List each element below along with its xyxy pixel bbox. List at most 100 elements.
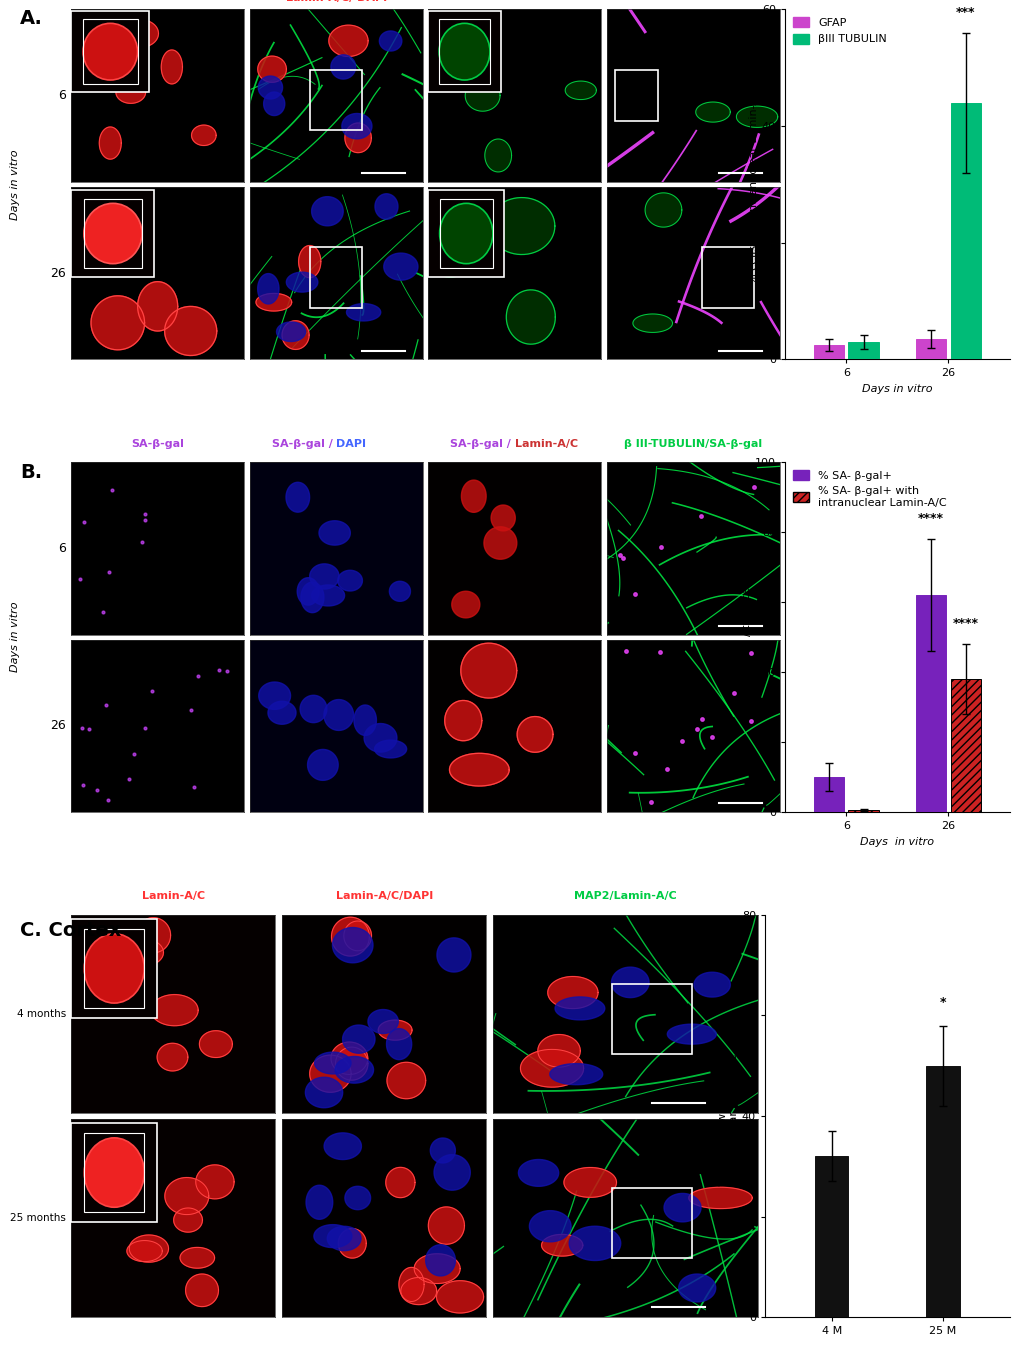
Polygon shape — [161, 50, 182, 84]
Polygon shape — [441, 42, 471, 72]
Polygon shape — [312, 197, 343, 226]
Polygon shape — [678, 1274, 715, 1302]
Bar — [701, 247, 753, 308]
Bar — [848, 811, 878, 812]
Polygon shape — [331, 917, 369, 957]
Polygon shape — [256, 293, 291, 311]
Polygon shape — [310, 1055, 351, 1092]
Bar — [84, 199, 142, 267]
Polygon shape — [99, 127, 121, 159]
Polygon shape — [564, 1167, 615, 1197]
Bar — [428, 11, 500, 92]
Polygon shape — [484, 139, 512, 172]
Text: MAP2/Lamin-A/C: MAP2/Lamin-A/C — [574, 892, 677, 901]
Polygon shape — [379, 31, 401, 51]
Polygon shape — [337, 570, 362, 590]
Bar — [950, 680, 980, 812]
Polygon shape — [461, 480, 486, 512]
Text: Days in vitro: Days in vitro — [10, 149, 20, 220]
Bar — [439, 199, 492, 267]
Polygon shape — [285, 482, 310, 512]
Polygon shape — [330, 55, 356, 80]
Bar — [85, 928, 144, 1008]
Polygon shape — [518, 1159, 558, 1186]
Text: Days in vitro: Days in vitro — [10, 601, 20, 673]
Polygon shape — [633, 313, 672, 332]
Polygon shape — [258, 273, 279, 304]
Polygon shape — [547, 977, 597, 1009]
Text: SA-β-gal: SA-β-gal — [131, 439, 184, 449]
Text: Lamin-A/C: Lamin-A/C — [142, 892, 205, 901]
Bar — [438, 19, 489, 84]
Polygon shape — [541, 1235, 582, 1256]
Polygon shape — [173, 1208, 202, 1232]
Polygon shape — [383, 253, 418, 280]
Polygon shape — [331, 1042, 368, 1074]
Polygon shape — [312, 585, 344, 607]
Polygon shape — [286, 272, 318, 292]
Bar — [428, 190, 503, 277]
Bar — [813, 345, 844, 359]
Ellipse shape — [84, 204, 142, 263]
Polygon shape — [324, 700, 354, 731]
Polygon shape — [91, 296, 145, 350]
Bar — [310, 247, 362, 308]
Text: *: * — [938, 997, 946, 1009]
Polygon shape — [354, 705, 376, 735]
Polygon shape — [483, 527, 517, 559]
Polygon shape — [688, 1188, 751, 1209]
Polygon shape — [258, 76, 282, 99]
Polygon shape — [461, 643, 517, 698]
Text: ****: **** — [917, 512, 944, 526]
X-axis label: Days  in vitro: Days in vitro — [860, 836, 933, 847]
Polygon shape — [180, 1247, 214, 1269]
Polygon shape — [342, 1025, 375, 1054]
Bar — [614, 70, 658, 122]
Polygon shape — [424, 228, 476, 277]
Polygon shape — [126, 1240, 162, 1262]
Text: Lamin-A/C/ DAPI: Lamin-A/C/ DAPI — [285, 0, 386, 3]
Polygon shape — [569, 1227, 621, 1260]
Polygon shape — [529, 1210, 571, 1242]
Polygon shape — [343, 921, 371, 951]
Bar — [83, 19, 138, 84]
Polygon shape — [200, 1031, 232, 1058]
Bar — [85, 1133, 144, 1212]
Polygon shape — [368, 1009, 398, 1034]
Polygon shape — [666, 1024, 715, 1044]
Polygon shape — [196, 1165, 233, 1198]
Bar — [71, 1123, 157, 1223]
Polygon shape — [537, 1035, 580, 1067]
Polygon shape — [425, 1244, 454, 1275]
Polygon shape — [565, 81, 596, 100]
Text: Lamin-A/C/DAPI: Lamin-A/C/DAPI — [335, 892, 432, 901]
Polygon shape — [335, 1047, 368, 1079]
Polygon shape — [375, 193, 397, 219]
Y-axis label: % cells with intranuclear Lamin-A/C: % cells with intranuclear Lamin-A/C — [748, 85, 758, 284]
Bar — [848, 342, 878, 359]
Polygon shape — [157, 1043, 187, 1071]
Polygon shape — [306, 1185, 332, 1220]
Polygon shape — [299, 246, 321, 278]
Polygon shape — [611, 967, 648, 997]
Text: ****: **** — [952, 617, 978, 630]
Bar — [71, 11, 149, 92]
Polygon shape — [386, 1062, 425, 1098]
Polygon shape — [305, 1077, 342, 1108]
Polygon shape — [258, 57, 286, 82]
Polygon shape — [364, 724, 396, 753]
Text: B.: B. — [20, 463, 43, 482]
Polygon shape — [151, 994, 198, 1025]
Polygon shape — [693, 973, 730, 997]
Bar — [813, 777, 844, 812]
Text: 25 months: 25 months — [10, 1213, 66, 1223]
Polygon shape — [465, 80, 499, 111]
Polygon shape — [124, 1133, 152, 1161]
Bar — [611, 985, 691, 1054]
Text: Lamin-A/C: Lamin-A/C — [515, 439, 577, 449]
Polygon shape — [324, 1133, 361, 1159]
Polygon shape — [341, 113, 372, 139]
Ellipse shape — [439, 204, 492, 263]
Polygon shape — [505, 290, 554, 345]
Polygon shape — [327, 1227, 361, 1251]
